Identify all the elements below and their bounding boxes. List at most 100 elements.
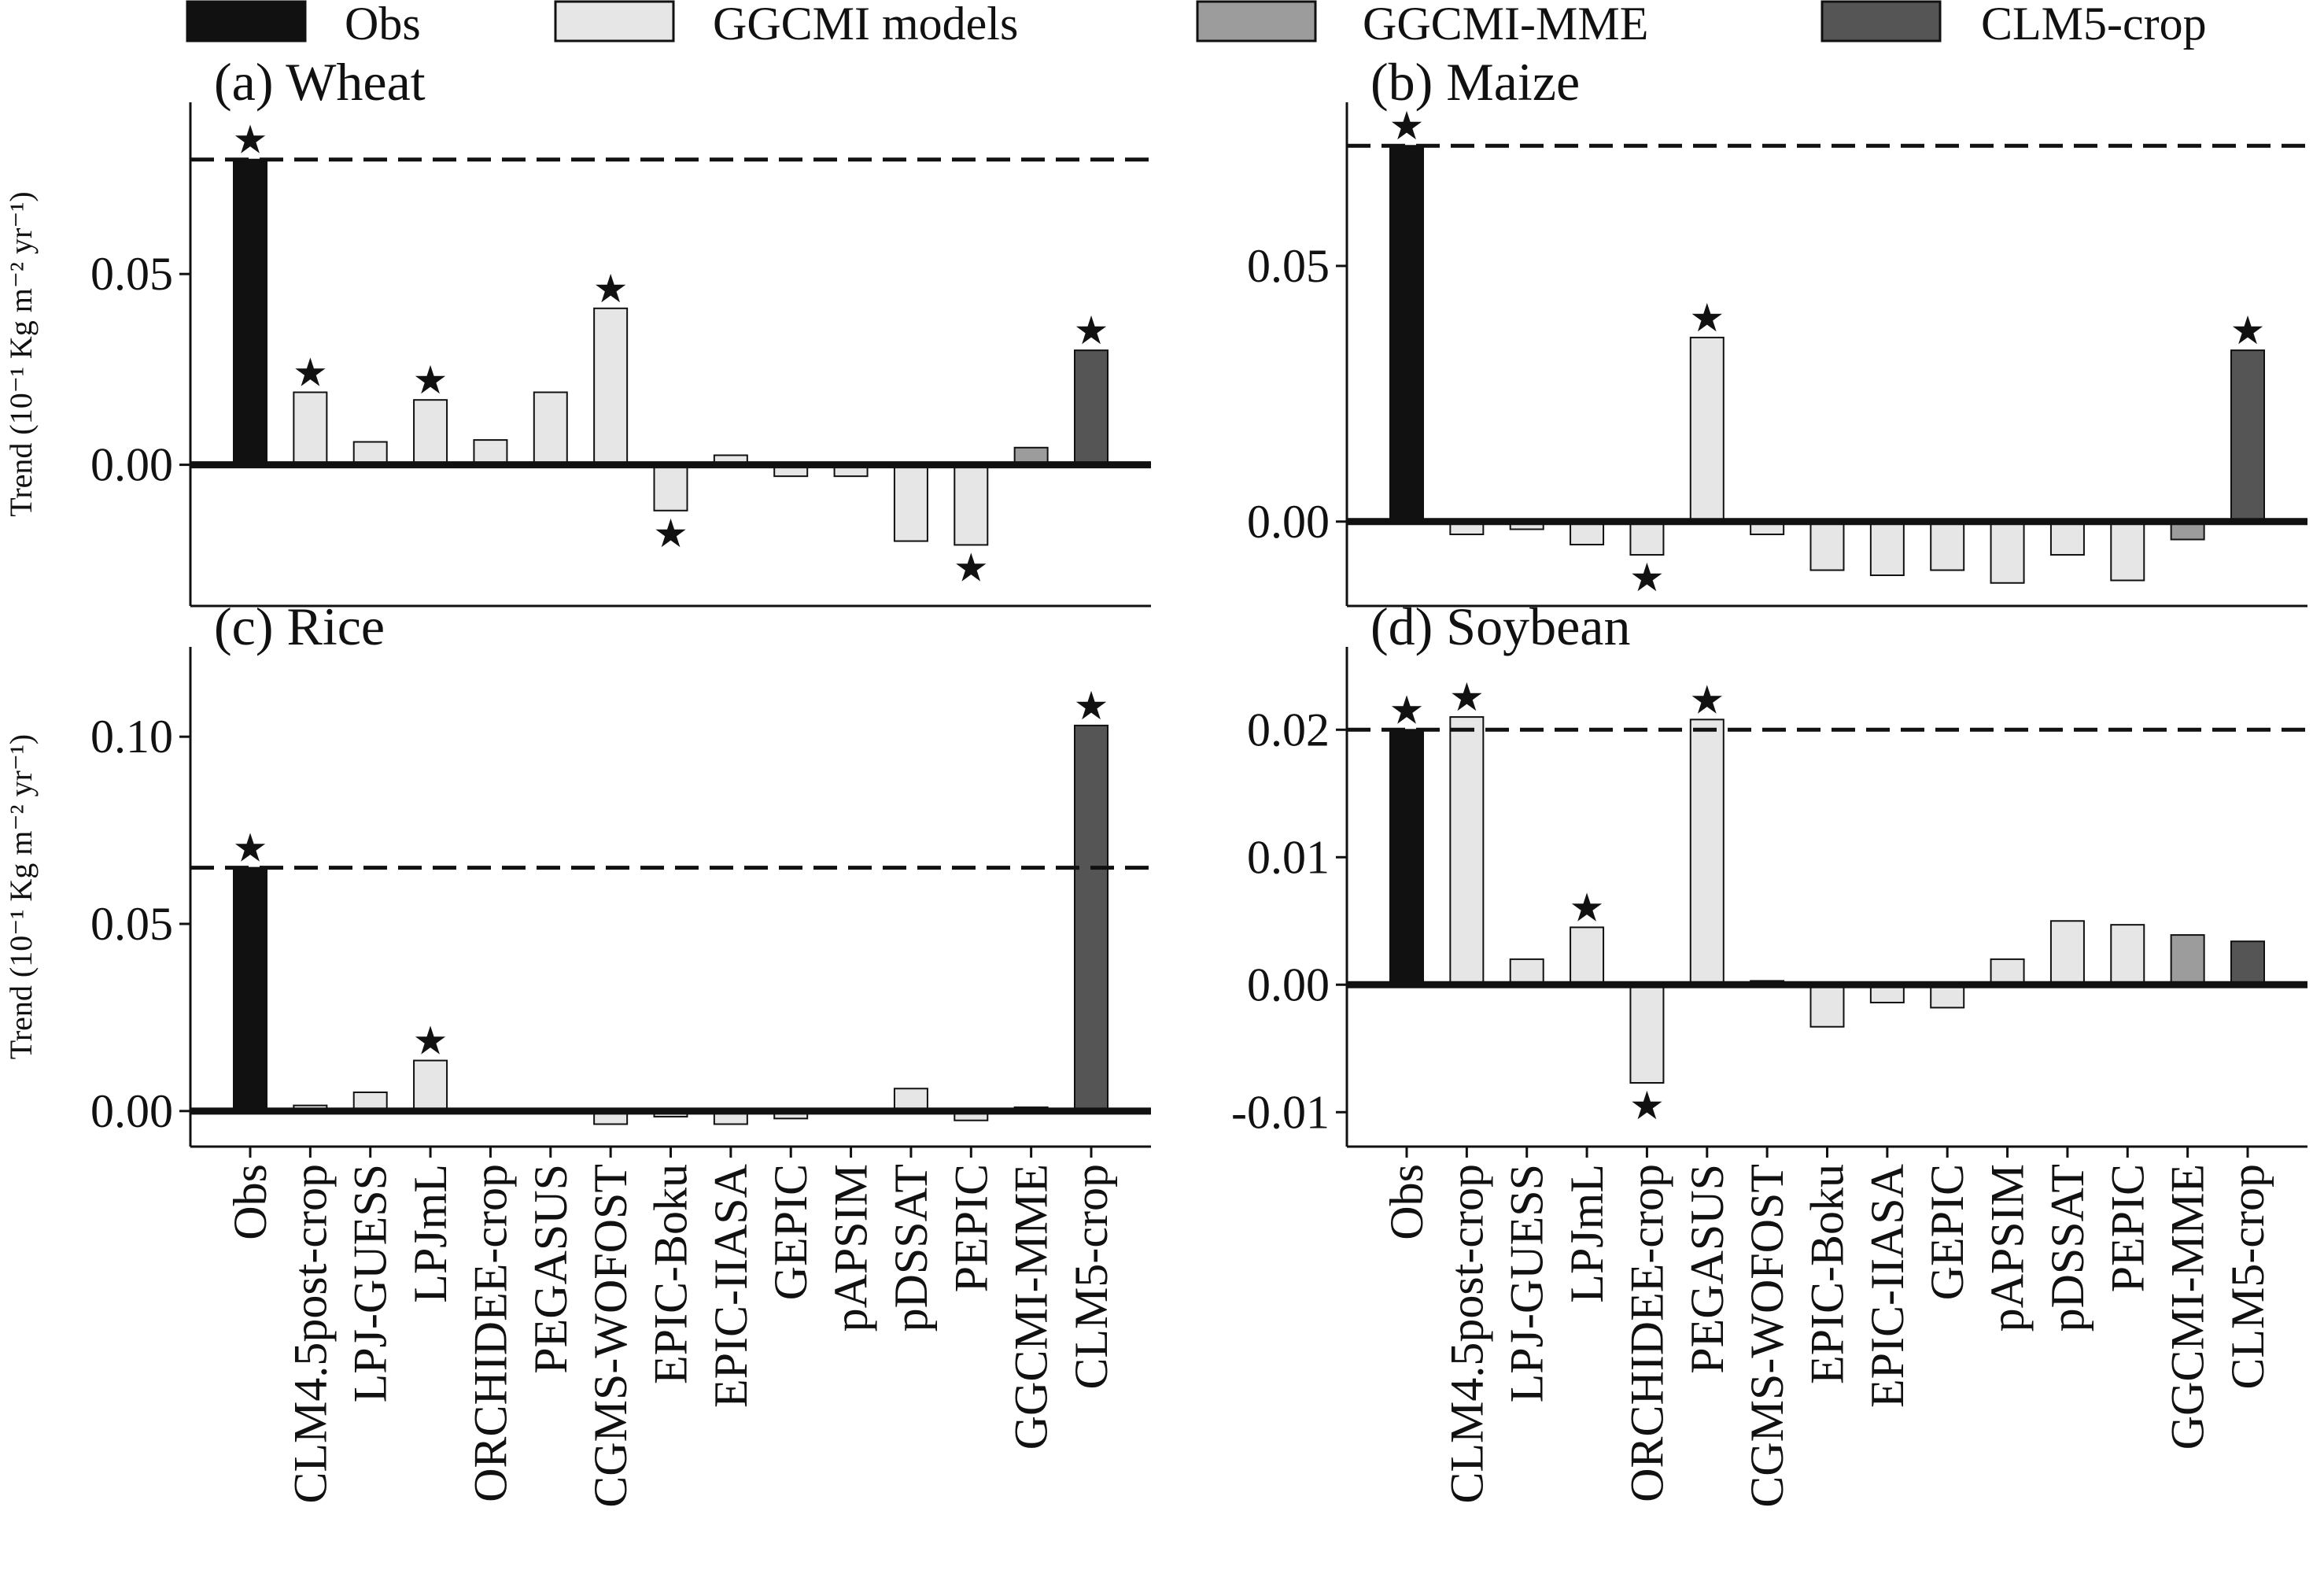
bar-cgms-wofost — [593, 307, 629, 466]
panel-rice: 0.00 0.05 0.10 ★ ★ ★ (c) Rice Trend (10⁻¹ Kg m⁻… — [3, 597, 1151, 1508]
significance-star: ★ — [1074, 308, 1109, 353]
x-tick-label-clm5-crop: CLM5-crop — [2222, 1164, 2274, 1390]
bar-papsim — [1990, 520, 2025, 584]
panel-title: (a) Wheat — [214, 52, 426, 112]
legend: Obs GGCMI models GGCMI-MME CLM5-crop — [186, 0, 2207, 50]
bar-papsim — [1990, 958, 2025, 986]
x-tick-label-pdssat: pDSSAT — [2042, 1164, 2093, 1332]
y-tick-label: 0.05 — [1247, 240, 1330, 292]
y-tick-label: 0.05 — [90, 248, 173, 300]
legend-item-clm5-crop: CLM5-crop — [1820, 0, 2207, 50]
bar-lpjml — [1570, 520, 1605, 546]
x-tick-label-lpjml: LPJmL — [1561, 1164, 1613, 1303]
bar-clm4-5post-crop — [1449, 716, 1485, 986]
x-tick-label-epic-boku: EPIC-Boku — [645, 1164, 697, 1384]
x-tick-label-pepic: PEPIC — [2101, 1164, 2153, 1292]
bar-clm4-5post-crop — [293, 391, 328, 466]
x-tick-label-orchidee-crop: ORCHIDEE-crop — [1621, 1164, 1673, 1502]
significance-star: ★ — [1629, 555, 1665, 600]
x-tick-label-lpj-guess: LPJ-GUESS — [345, 1164, 397, 1402]
legend-item-obs: Obs — [186, 0, 421, 50]
bar-clm5-crop — [1074, 724, 1109, 1112]
significance-star: ★ — [233, 117, 268, 163]
significance-star: ★ — [413, 357, 448, 403]
y-axis-label: Trend (10⁻¹ Kg m⁻² yr⁻¹) — [3, 191, 39, 516]
panel-wheat: 0.00 0.05 ★ ★ ★ ★ ★ ★ ★ (a) Wheat Trend (10⁻¹ Kg m… — [3, 52, 1151, 608]
significance-star: ★ — [1689, 677, 1725, 722]
x-tick-label-pdssat: pDSSAT — [885, 1164, 937, 1332]
x-tick-label-ggcmi-mme: GGCMI-MME — [2162, 1164, 2214, 1450]
panel-title: (c) Rice — [214, 597, 385, 656]
significance-star: ★ — [2230, 308, 2266, 353]
bar-pepic — [2110, 924, 2145, 986]
bar-clm5-crop — [2230, 349, 2265, 523]
x-tick-label-papsim: pAPSIM — [825, 1164, 877, 1332]
x-tick-label-gepic: GEPIC — [1921, 1164, 1973, 1300]
bar-epic-boku — [653, 464, 688, 512]
x-tick-label-pepic: PEPIC — [945, 1164, 997, 1292]
bar-orchidee-crop — [1629, 984, 1665, 1084]
bar-pepic — [954, 464, 989, 546]
x-tick-label-lpj-guess: LPJ-GUESS — [1501, 1164, 1553, 1402]
bar-pdssat — [893, 464, 928, 542]
bar-lpj-guess — [352, 441, 388, 466]
legend-swatch-clm5-crop — [1820, 0, 1942, 42]
legend-label-clm5-crop: CLM5-crop — [1981, 0, 2207, 50]
x-tick-label-epic-iiasa: EPIC-IIASA — [705, 1164, 757, 1408]
x-tick-label-orchidee-crop: ORCHIDEE-crop — [464, 1164, 516, 1502]
significance-star: ★ — [293, 349, 328, 395]
significance-star: ★ — [1389, 103, 1425, 149]
legend-swatch-ggcmi-models — [554, 0, 675, 42]
x-tick-label-pegasus: PEGASUS — [1681, 1164, 1733, 1374]
x-tick-label-ggcmi-mme: GGCMI-MME — [1005, 1164, 1057, 1450]
panel-soybean: -0.01 0.00 0.01 0.02 ★ ★ ★ ★ ★ (d) Soybean Obs CLM4… — [1231, 597, 2307, 1508]
bar-clm5-crop — [1074, 349, 1109, 466]
legend-label-ggcmi-mme: GGCMI-MME — [1363, 0, 1648, 50]
x-tick-label-clm4-5post-crop: CLM4.5post-crop — [284, 1164, 336, 1504]
significance-star: ★ — [233, 826, 268, 871]
significance-star: ★ — [1449, 674, 1485, 720]
significance-star: ★ — [1689, 295, 1725, 341]
x-tick-label-clm5-crop: CLM5-crop — [1065, 1164, 1117, 1390]
y-tick-label: 0.05 — [90, 898, 173, 950]
bar-pegasus — [1689, 718, 1725, 986]
bar-lpj-guess — [1509, 958, 1544, 986]
bar-lpjml — [413, 1059, 448, 1112]
x-tick-label-pegasus: PEGASUS — [525, 1164, 577, 1374]
bar-lpjml — [1570, 926, 1605, 986]
x-tick-label-epic-iiasa: EPIC-IIASA — [1861, 1164, 1913, 1408]
y-tick-label: 0.10 — [90, 711, 173, 763]
significance-star: ★ — [1389, 687, 1425, 733]
bar-pdssat — [2049, 520, 2085, 556]
bar-obs — [1389, 145, 1424, 523]
legend-item-ggcmi-models: GGCMI models — [554, 0, 1018, 50]
legend-label-ggcmi-models: GGCMI models — [713, 0, 1018, 50]
bar-pegasus — [1689, 336, 1725, 523]
bar-orchidee-crop — [473, 439, 508, 466]
y-tick-label: -0.01 — [1231, 1086, 1330, 1138]
bar-pdssat — [893, 1088, 928, 1112]
legend-swatch-obs — [186, 0, 307, 42]
x-tick-label-gepic: GEPIC — [765, 1164, 817, 1300]
y-tick-label: 0.02 — [1247, 704, 1330, 755]
significance-star: ★ — [954, 545, 989, 590]
panel-title: (b) Maize — [1370, 52, 1580, 112]
bar-ggcmi-mme — [2170, 934, 2205, 986]
bar-clm5-crop — [2230, 940, 2265, 986]
x-tick-label-epic-boku: EPIC-Boku — [1802, 1164, 1854, 1384]
bar-epic-boku — [1809, 984, 1845, 1028]
y-axis-label: Trend (10⁻¹ Kg m⁻² yr⁻¹) — [3, 734, 39, 1059]
x-tick-label-obs: Obs — [1381, 1164, 1433, 1240]
bar-lpjml — [413, 399, 448, 466]
y-tick-label: 0.00 — [1247, 496, 1330, 548]
bar-epic-boku — [1809, 520, 1845, 571]
bar-epic-iiasa — [1869, 520, 1905, 577]
x-tick-label-clm4-5post-crop: CLM4.5post-crop — [1441, 1164, 1492, 1504]
panel-title: (d) Soybean — [1370, 597, 1630, 656]
bar-pdssat — [2049, 920, 2085, 986]
legend-item-ggcmi-mme: GGCMI-MME — [1196, 0, 1648, 50]
significance-star: ★ — [653, 511, 688, 556]
significance-star: ★ — [1629, 1083, 1665, 1128]
y-tick-label: 0.00 — [1247, 959, 1330, 1010]
